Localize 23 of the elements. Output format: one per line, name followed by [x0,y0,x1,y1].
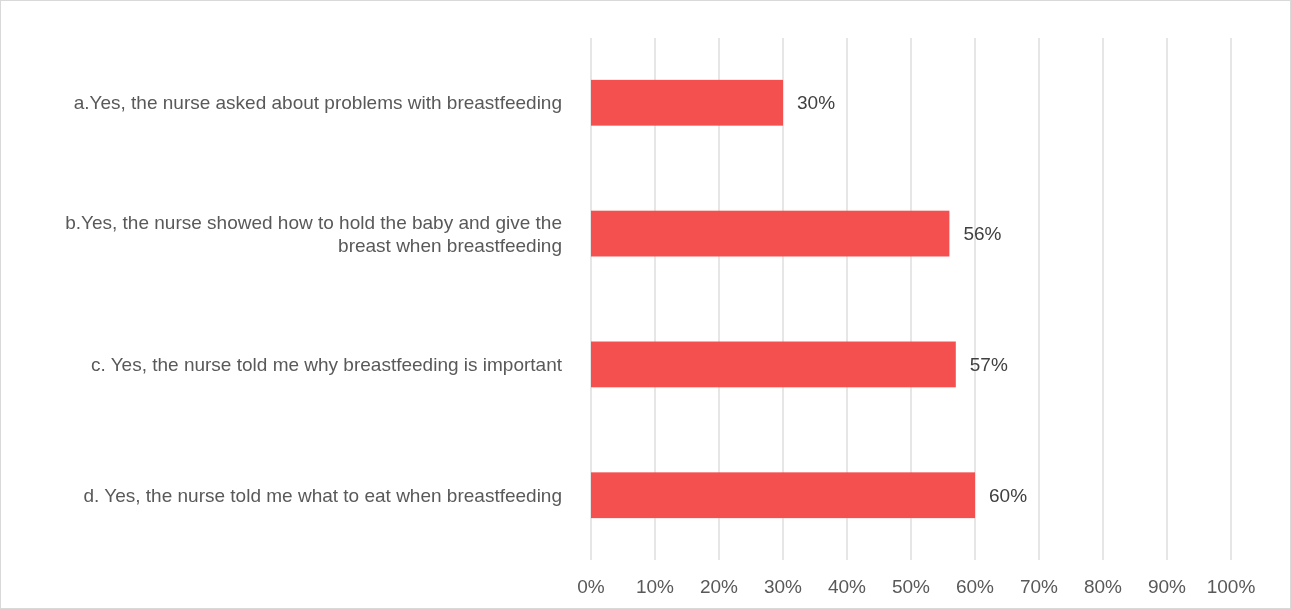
x-tick-label: 100% [1206,575,1256,597]
x-tick-label: 90% [1147,575,1187,597]
bar [591,210,950,257]
y-tick-label: b.Yes, the nurse showed how to hold the baby and give the breast when breastfeeding [65,211,562,256]
data-label: 56% [963,223,1002,245]
x-tick-label: 50% [891,575,931,597]
bar [591,341,956,388]
y-tick-label: d. Yes, the nurse told me what to eat when breastfeeding [83,484,562,506]
y-tick-label: a.Yes, the nurse asked about problems with breastfeeding [73,92,562,114]
x-tick-label: 60% [955,575,995,597]
data-label: 57% [969,354,1008,376]
x-tick-label: 30% [763,575,803,597]
bar [591,472,975,519]
x-tick-label: 70% [1019,575,1059,597]
y-tick-label: c. Yes, the nurse told me why breastfeeding is important [90,354,563,376]
data-label: 60% [989,484,1028,506]
x-tick-label: 10% [635,575,675,597]
x-tick-label: 0% [577,575,605,597]
x-tick-label: 80% [1083,575,1123,597]
data-label: 30% [797,92,836,114]
x-tick-label: 40% [827,575,867,597]
x-tick-label: 20% [699,575,739,597]
bar [591,79,783,126]
